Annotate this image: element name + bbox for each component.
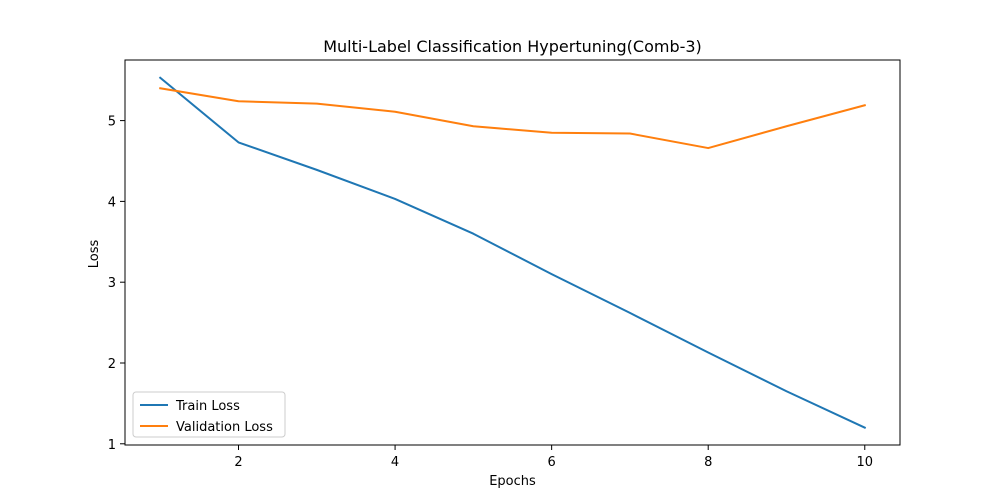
y-tick-label: 1 bbox=[108, 438, 116, 453]
legend-label-2: Validation Loss bbox=[176, 420, 273, 435]
x-tick-label: 2 bbox=[234, 455, 242, 470]
x-tick-label: 4 bbox=[391, 455, 399, 470]
chart-title: Multi-Label Classification Hypertuning(C… bbox=[323, 37, 702, 56]
y-tick-label: 5 bbox=[108, 115, 116, 130]
y-tick-label: 2 bbox=[108, 357, 116, 372]
legend-label-1: Train Loss bbox=[175, 399, 240, 414]
legend-box bbox=[132, 391, 286, 438]
y-tick-label: 4 bbox=[108, 195, 116, 210]
x-tick-label: 8 bbox=[704, 455, 712, 470]
x-tick-label: 6 bbox=[548, 455, 556, 470]
x-axis-label: Epochs bbox=[489, 474, 536, 489]
legend: Train Loss Validation Loss bbox=[132, 391, 286, 438]
x-tick-label: 10 bbox=[856, 455, 873, 470]
plot-area bbox=[124, 59, 901, 446]
y-axis-label: Loss bbox=[87, 240, 102, 269]
plot-frame bbox=[124, 59, 901, 446]
y-tick-label: 3 bbox=[108, 276, 116, 291]
series-line-1 bbox=[158, 76, 867, 429]
series-line-2 bbox=[159, 87, 866, 150]
